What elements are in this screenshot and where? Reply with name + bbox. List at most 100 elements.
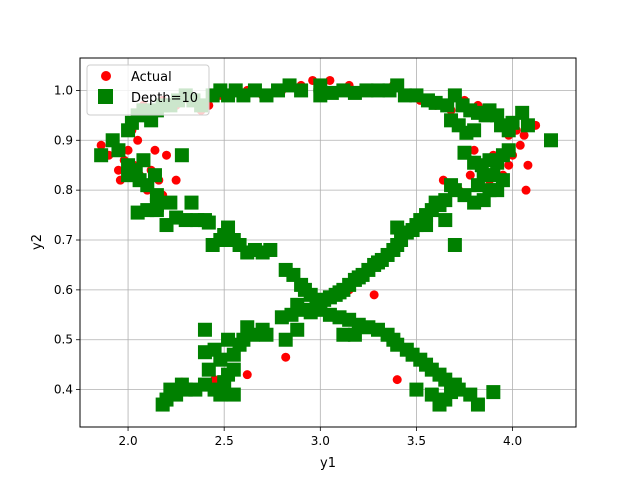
depth10-point [501, 143, 516, 158]
actual-point [281, 352, 291, 362]
actual-point [469, 145, 479, 155]
depth10-point [336, 327, 351, 342]
depth10-point [470, 397, 485, 412]
depth10-point [409, 382, 424, 397]
depth10-point [515, 105, 530, 120]
depth10-point [397, 88, 412, 103]
actual-point [465, 170, 475, 180]
depth10-point [424, 387, 439, 402]
y-tick-label: 0.6 [54, 283, 73, 297]
actual-point [325, 75, 335, 85]
legend-depth-label: Depth=10 [131, 91, 198, 106]
actual-point [504, 160, 514, 170]
legend-depth-marker [98, 89, 113, 104]
depth10-point [271, 83, 286, 98]
actual-point [519, 130, 529, 140]
actual-point [113, 165, 123, 175]
depth10-point [490, 183, 505, 198]
y-tick-label: 0.4 [54, 383, 73, 397]
actual-point [210, 375, 220, 385]
depth10-point [324, 85, 339, 100]
depth10-point [419, 218, 434, 233]
plot-points [94, 75, 559, 412]
actual-point [171, 175, 181, 185]
depth10-point [282, 78, 297, 93]
y-tick-label: 0.9 [54, 133, 73, 147]
depth10-point [197, 322, 212, 337]
depth10-point [470, 178, 485, 193]
depth10-point [313, 88, 328, 103]
depth10-point [370, 83, 385, 98]
x-axis-label: y1 [320, 456, 336, 471]
depth10-point [467, 123, 482, 138]
x-tick-label: 3.5 [407, 434, 426, 448]
depth10-point [359, 83, 374, 98]
depth10-point [347, 327, 362, 342]
depth10-point [174, 148, 189, 163]
depth10-point [226, 387, 241, 402]
depth10-point [149, 198, 164, 213]
depth10-point [428, 95, 443, 110]
y-tick-label: 0.7 [54, 233, 73, 247]
depth10-point [438, 213, 453, 228]
depth10-point [278, 332, 293, 347]
depth10-point [444, 178, 459, 193]
actual-point [521, 185, 531, 195]
depth10-point [155, 397, 170, 412]
depth10-point [163, 195, 178, 210]
legend-actual-marker [101, 71, 111, 81]
depth10-point [221, 332, 236, 347]
legend-box [86, 64, 210, 116]
actual-point [369, 290, 379, 300]
depth10-point [290, 322, 305, 337]
depth10-point [94, 148, 109, 163]
depth10-point [520, 118, 535, 133]
y-tick-label: 0.8 [54, 183, 73, 197]
actual-point [242, 370, 252, 380]
depth10-point [409, 88, 424, 103]
y-tick-label: 1.0 [54, 83, 73, 97]
depth10-point [259, 88, 274, 103]
depth10-point [136, 153, 151, 168]
actual-point [523, 160, 533, 170]
depth10-point [163, 382, 178, 397]
axis-ticks: 2.0 2.5 3.0 3.5 4.0 0.4 0.5 0.6 0.7 0.8 0.9 1.0 [54, 83, 522, 448]
actual-point [515, 140, 525, 150]
x-tick-label: 2.5 [215, 434, 234, 448]
depth10-point [336, 83, 351, 98]
depth10-point [236, 88, 251, 103]
legend: Actual Depth=10 [86, 64, 210, 116]
depth10-point [294, 83, 309, 98]
actual-point [96, 140, 106, 150]
depth10-point [259, 327, 274, 342]
y-tick-label: 0.5 [54, 333, 73, 347]
depth10-point [201, 215, 216, 230]
depth10-point [184, 195, 199, 210]
depth10-point [213, 352, 228, 367]
depth10-point [174, 377, 189, 392]
actual-point [150, 145, 160, 155]
depth10-point [390, 220, 405, 235]
depth10-point [544, 133, 559, 148]
depth10-point [274, 310, 289, 325]
actual-point [133, 135, 143, 145]
depth10-point [486, 385, 501, 400]
actual-point [162, 150, 172, 160]
y-axis-label: y2 [30, 234, 45, 250]
depth10-point [247, 83, 262, 98]
depth10-point [111, 143, 126, 158]
legend-actual-label: Actual [131, 70, 172, 85]
x-tick-label: 3.0 [311, 434, 330, 448]
x-tick-label: 4.0 [503, 434, 522, 448]
plot-frame [79, 57, 577, 428]
depth10-point [213, 387, 228, 402]
depth10-point [221, 220, 236, 235]
depth10-point [347, 85, 362, 100]
depth10-point [447, 237, 462, 252]
actual-point [123, 145, 133, 155]
depth10-point [147, 168, 162, 183]
depth10-point [263, 242, 278, 257]
actual-point [392, 375, 402, 385]
